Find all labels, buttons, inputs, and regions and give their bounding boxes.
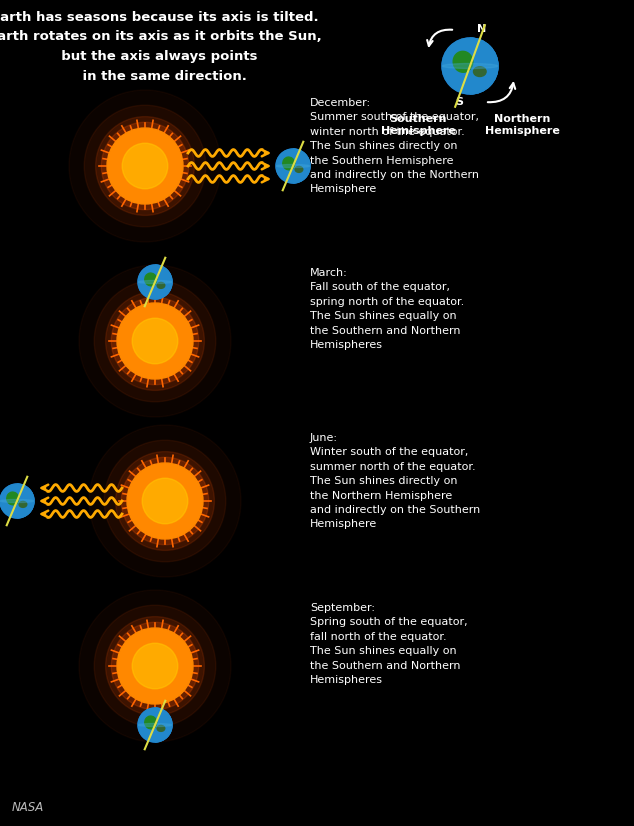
Circle shape bbox=[138, 265, 172, 299]
Ellipse shape bbox=[157, 725, 165, 731]
Text: June:
Winter south of the equator,
summer north of the equator.
The Sun shines d: June: Winter south of the equator, summe… bbox=[310, 433, 480, 529]
Circle shape bbox=[94, 605, 216, 727]
Circle shape bbox=[94, 280, 216, 401]
Ellipse shape bbox=[138, 281, 172, 283]
Text: Northern
Hemisphere: Northern Hemisphere bbox=[484, 114, 559, 135]
Circle shape bbox=[112, 297, 198, 385]
Wedge shape bbox=[293, 149, 310, 183]
Circle shape bbox=[276, 149, 310, 183]
Ellipse shape bbox=[7, 492, 19, 505]
Wedge shape bbox=[470, 38, 498, 94]
Ellipse shape bbox=[138, 724, 172, 727]
Text: NASA: NASA bbox=[12, 801, 44, 814]
Ellipse shape bbox=[283, 157, 295, 170]
Circle shape bbox=[79, 590, 231, 742]
Circle shape bbox=[106, 292, 204, 391]
Circle shape bbox=[112, 622, 198, 710]
Ellipse shape bbox=[442, 64, 498, 69]
Ellipse shape bbox=[0, 500, 34, 502]
Circle shape bbox=[138, 708, 172, 742]
Wedge shape bbox=[155, 708, 172, 742]
Circle shape bbox=[138, 708, 172, 742]
Circle shape bbox=[133, 318, 178, 363]
Text: Earth has seasons because its axis is tilted.
Earth rotates on its axis as it or: Earth has seasons because its axis is ti… bbox=[0, 11, 322, 83]
Text: December:
Summer south of the equator,
winter north of the equator.
The Sun shin: December: Summer south of the equator, w… bbox=[310, 98, 479, 194]
Circle shape bbox=[79, 265, 231, 417]
Circle shape bbox=[127, 463, 203, 539]
Circle shape bbox=[142, 478, 188, 524]
Circle shape bbox=[276, 149, 310, 183]
Ellipse shape bbox=[276, 164, 310, 168]
Circle shape bbox=[106, 616, 204, 715]
Circle shape bbox=[442, 38, 498, 94]
Text: N: N bbox=[477, 24, 486, 34]
Text: S: S bbox=[455, 97, 463, 107]
Wedge shape bbox=[155, 265, 172, 299]
Circle shape bbox=[104, 440, 226, 562]
Circle shape bbox=[122, 143, 168, 189]
Circle shape bbox=[84, 105, 206, 227]
Ellipse shape bbox=[145, 273, 157, 286]
Circle shape bbox=[442, 38, 498, 94]
Ellipse shape bbox=[453, 51, 473, 73]
Circle shape bbox=[107, 128, 183, 204]
Ellipse shape bbox=[157, 282, 165, 288]
Text: Southern
Hemisphere: Southern Hemisphere bbox=[380, 114, 455, 135]
Ellipse shape bbox=[474, 67, 486, 77]
Text: September:
Spring south of the equator,
fall north of the equator.
The Sun shine: September: Spring south of the equator, … bbox=[310, 603, 468, 685]
Wedge shape bbox=[17, 484, 34, 518]
Circle shape bbox=[0, 484, 34, 518]
Circle shape bbox=[133, 643, 178, 689]
Circle shape bbox=[101, 122, 189, 210]
Ellipse shape bbox=[145, 716, 157, 729]
Ellipse shape bbox=[295, 166, 303, 173]
Circle shape bbox=[115, 452, 214, 550]
Circle shape bbox=[117, 628, 193, 704]
Circle shape bbox=[121, 458, 209, 544]
Circle shape bbox=[117, 303, 193, 379]
Circle shape bbox=[89, 425, 241, 577]
Circle shape bbox=[138, 265, 172, 299]
Circle shape bbox=[69, 90, 221, 242]
Text: March:
Fall south of the equator,
spring north of the equator.
The Sun shines eq: March: Fall south of the equator, spring… bbox=[310, 268, 464, 350]
Circle shape bbox=[96, 116, 195, 216]
Circle shape bbox=[0, 484, 34, 518]
Ellipse shape bbox=[19, 501, 27, 507]
